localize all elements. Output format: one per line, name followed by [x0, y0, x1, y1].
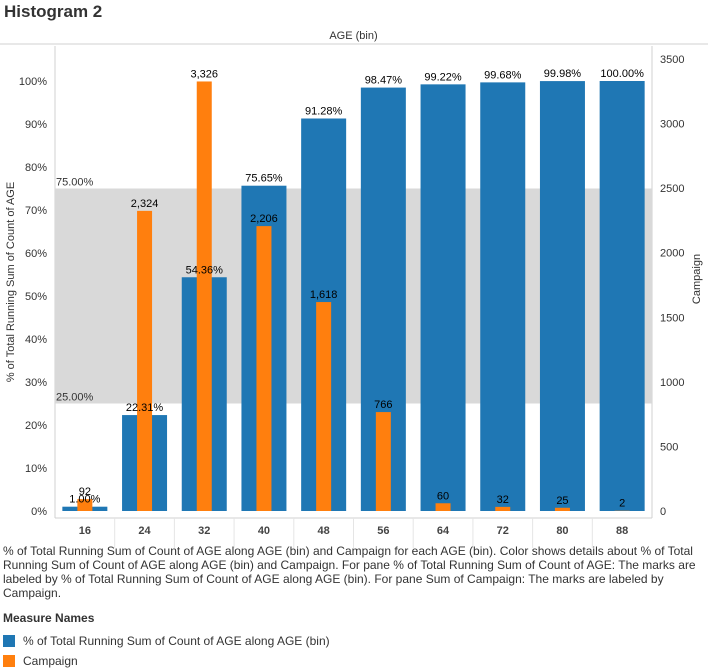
right-tick-label: 0: [660, 506, 666, 518]
legend-label-campaign: Campaign: [23, 654, 78, 668]
left-tick-label: 80%: [25, 162, 47, 174]
data-label-campaign: 25: [556, 495, 568, 507]
right-tick-label: 1500: [660, 312, 684, 324]
reference-band-low-label: 25.00%: [56, 392, 94, 404]
legend-title: Measure Names: [3, 611, 330, 625]
right-tick-label: 2500: [660, 183, 684, 195]
left-tick-label: 100%: [19, 76, 47, 88]
data-label-percent: 54.36%: [186, 264, 224, 276]
bar-campaign: [495, 507, 510, 511]
right-axis-label: Campaign: [691, 254, 703, 304]
left-axis-label: % of Total Running Sum of Count of AGE: [5, 182, 17, 382]
bar-percent: [421, 84, 466, 511]
x-tick-label: 40: [258, 525, 270, 537]
chart-title: AGE (bin): [329, 30, 377, 42]
x-tick-label: 24: [138, 525, 151, 537]
left-tick-label: 20%: [25, 420, 47, 432]
legend-item-campaign[interactable]: Campaign: [3, 651, 330, 671]
data-label-campaign: 2,324: [131, 198, 159, 210]
left-tick-label: 50%: [25, 291, 47, 303]
page-title: Histogram 2: [4, 2, 102, 22]
right-tick-label: 3000: [660, 119, 684, 131]
bar-percent: [600, 81, 645, 511]
data-label-percent: 75.65%: [245, 173, 283, 185]
bar-campaign: [436, 503, 451, 511]
bar-percent: [540, 81, 585, 511]
reference-band-high-label: 75.00%: [56, 177, 94, 189]
bar-campaign: [197, 81, 212, 511]
x-tick-label: 72: [497, 525, 509, 537]
data-label-campaign: 2: [619, 498, 625, 510]
legend: Measure Names % of Total Running Sum of …: [3, 611, 330, 671]
left-tick-label: 40%: [25, 334, 47, 346]
data-label-campaign: 766: [374, 399, 392, 411]
legend-label-percent: % of Total Running Sum of Count of AGE a…: [23, 634, 330, 648]
bar-campaign: [555, 508, 570, 511]
data-label-campaign: 60: [437, 490, 449, 502]
chart-container: AGE (bin) 75.00% 25.00% 0% 10% 20% 30% 40% 50% 60…: [0, 24, 708, 550]
data-label-campaign: 1,618: [310, 289, 338, 301]
x-tick-label: 16: [79, 525, 91, 537]
x-tick-label: 80: [556, 525, 568, 537]
legend-item-percent[interactable]: % of Total Running Sum of Count of AGE a…: [3, 631, 330, 651]
right-tick-label: 1000: [660, 377, 684, 389]
bar-campaign: [316, 302, 331, 511]
x-tick-label: 56: [377, 525, 389, 537]
left-tick-label: 10%: [25, 463, 47, 475]
left-tick-label: 60%: [25, 248, 47, 260]
left-tick-label: 30%: [25, 377, 47, 389]
data-label-campaign: 92: [79, 486, 91, 498]
data-label-percent: 100.00%: [600, 68, 644, 80]
bar-campaign: [376, 412, 391, 511]
bar-percent: [480, 82, 525, 511]
data-label-percent: 99.68%: [484, 69, 522, 81]
data-label-percent: 99.98%: [544, 68, 582, 80]
right-tick-label: 2000: [660, 248, 684, 260]
dual-axis-bar-chart: AGE (bin) 75.00% 25.00% 0% 10% 20% 30% 40% 50% 60…: [0, 24, 708, 550]
data-label-percent: 99.22%: [424, 71, 462, 83]
left-tick-label: 0%: [31, 506, 47, 518]
x-tick-label: 32: [198, 525, 210, 537]
data-label-campaign: 2,206: [250, 213, 278, 225]
legend-swatch-percent: [3, 635, 15, 647]
data-label-percent: 91.28%: [305, 105, 343, 117]
right-tick-label: 500: [660, 441, 678, 453]
x-tick-label: 64: [437, 525, 450, 537]
bar-campaign: [137, 211, 152, 511]
chart-caption: % of Total Running Sum of Count of AGE a…: [3, 544, 703, 600]
left-tick-label: 90%: [25, 119, 47, 131]
right-tick-label: 3500: [660, 54, 684, 66]
x-tick-label: 88: [616, 525, 628, 537]
data-label-percent: 98.47%: [365, 75, 403, 87]
left-tick-label: 70%: [25, 205, 47, 217]
bar-campaign: [256, 226, 271, 511]
legend-swatch-campaign: [3, 655, 15, 667]
data-label-percent: 22.31%: [126, 402, 164, 414]
data-label-campaign: 3,326: [190, 68, 218, 80]
x-tick-label: 48: [318, 525, 330, 537]
data-label-campaign: 32: [497, 494, 509, 506]
